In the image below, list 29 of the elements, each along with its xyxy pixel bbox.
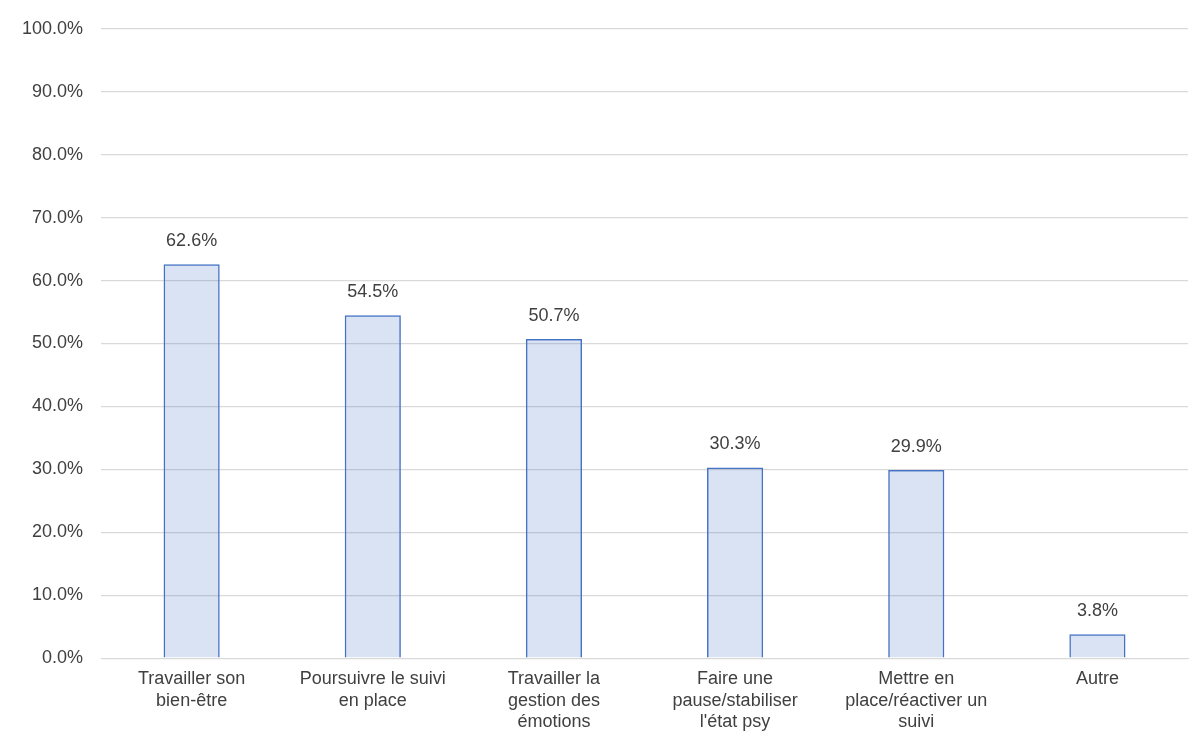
- y-tick-label: 80.0%: [32, 143, 84, 164]
- bar: [163, 264, 220, 658]
- y-tick-label: 100.0%: [21, 17, 84, 38]
- data-label: 50.7%: [528, 305, 580, 326]
- x-tick-label: Autre: [1075, 667, 1119, 688]
- x-tick-label: Faire une pause/stabiliser l'état psy: [672, 667, 798, 732]
- y-tick-label: 0.0%: [42, 647, 84, 668]
- y-tick-label: 20.0%: [32, 521, 84, 542]
- y-tick-label: 60.0%: [32, 269, 84, 290]
- y-tick-label: 90.0%: [32, 80, 84, 101]
- bar: [888, 470, 945, 658]
- x-tick-label: Poursuivre le suivi en place: [299, 667, 446, 710]
- x-tick-label: Mettre en place/réactiver un suivi: [845, 667, 988, 732]
- data-label: 62.6%: [166, 230, 218, 251]
- x-tick-label: Travailler la gestion des émotions: [507, 667, 602, 732]
- bar: [344, 315, 401, 658]
- bar: [707, 467, 764, 658]
- bar: [1069, 634, 1126, 658]
- y-tick-label: 30.0%: [32, 458, 84, 479]
- data-label: 54.5%: [347, 281, 399, 302]
- data-label: 30.3%: [709, 433, 761, 454]
- data-label: 29.9%: [890, 435, 942, 456]
- y-tick-label: 70.0%: [32, 206, 84, 227]
- bar: [525, 339, 583, 658]
- x-tick-label: Travailler son bien-être: [137, 667, 246, 710]
- data-label: 3.8%: [1076, 600, 1118, 621]
- y-tick-label: 50.0%: [32, 332, 84, 353]
- y-tick-label: 10.0%: [32, 584, 84, 605]
- y-tick-label: 40.0%: [32, 395, 84, 416]
